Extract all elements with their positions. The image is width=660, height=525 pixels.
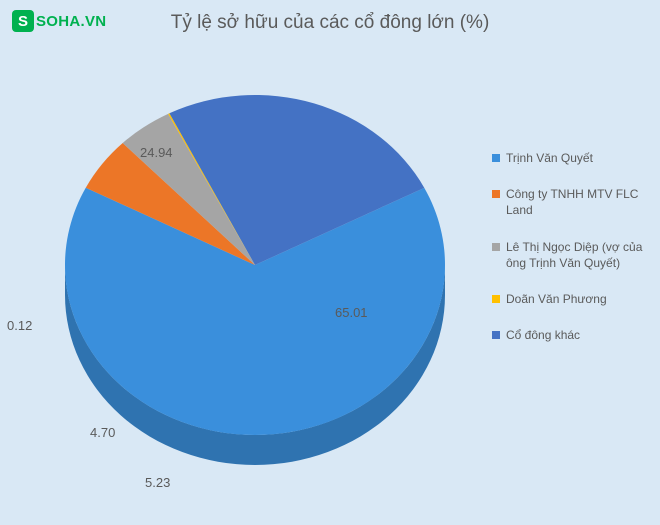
pie-value-label: 4.70 bbox=[90, 425, 115, 440]
logo-text: SOHA.VN bbox=[36, 13, 106, 30]
legend-label: Lê Thị Ngọc Diệp (vợ của ông Trịnh Văn Q… bbox=[506, 239, 652, 271]
legend-swatch bbox=[492, 243, 500, 251]
legend-label: Trịnh Văn Quyết bbox=[506, 150, 593, 166]
pie-value-label: 65.01 bbox=[335, 305, 368, 320]
legend-swatch bbox=[492, 331, 500, 339]
pie-value-label: 0.12 bbox=[7, 318, 32, 333]
legend-item: Doãn Văn Phương bbox=[492, 291, 652, 307]
legend-label: Doãn Văn Phương bbox=[506, 291, 607, 307]
legend-item: Lê Thị Ngọc Diệp (vợ của ông Trịnh Văn Q… bbox=[492, 239, 652, 271]
legend-item: Công ty TNHH MTV FLC Land bbox=[492, 186, 652, 218]
legend-swatch bbox=[492, 295, 500, 303]
legend-swatch bbox=[492, 154, 500, 162]
pie-value-label: 24.94 bbox=[140, 145, 173, 160]
logo-badge: S bbox=[12, 10, 34, 32]
legend-item: Trịnh Văn Quyết bbox=[492, 150, 652, 166]
brand-logo: S SOHA.VN bbox=[12, 10, 106, 32]
pie-chart: 65.015.234.700.1224.94 bbox=[25, 55, 465, 495]
legend-label: Công ty TNHH MTV FLC Land bbox=[506, 186, 652, 218]
pie-value-label: 5.23 bbox=[145, 475, 170, 490]
legend-label: Cổ đông khác bbox=[506, 327, 580, 343]
chart-legend: Trịnh Văn Quyết Công ty TNHH MTV FLC Land… bbox=[492, 150, 652, 363]
legend-swatch bbox=[492, 190, 500, 198]
legend-item: Cổ đông khác bbox=[492, 327, 652, 343]
